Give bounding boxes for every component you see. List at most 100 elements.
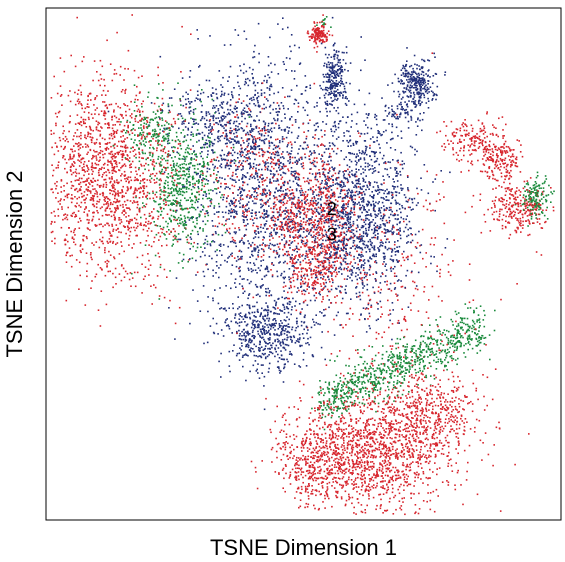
scatter-point xyxy=(334,94,336,97)
scatter-point xyxy=(400,483,402,486)
scatter-point xyxy=(273,322,276,325)
scatter-point xyxy=(524,205,527,207)
scatter-point xyxy=(286,303,289,305)
scatter-point xyxy=(188,259,190,261)
scatter-point xyxy=(255,127,258,129)
scatter-point xyxy=(232,122,235,125)
scatter-point xyxy=(393,181,395,183)
scatter-point xyxy=(423,349,425,351)
scatter-point xyxy=(376,215,379,217)
scatter-point xyxy=(322,121,324,123)
scatter-point xyxy=(498,421,500,424)
scatter-point xyxy=(296,278,299,281)
scatter-point xyxy=(231,255,233,257)
scatter-point xyxy=(257,363,259,365)
scatter-point xyxy=(369,257,371,260)
scatter-point xyxy=(150,135,153,138)
scatter-point xyxy=(355,513,357,515)
scatter-point xyxy=(330,92,332,95)
scatter-point xyxy=(356,444,358,446)
scatter-point xyxy=(425,429,427,432)
scatter-point xyxy=(287,130,290,132)
scatter-point xyxy=(456,334,458,337)
scatter-point xyxy=(226,318,228,320)
scatter-point xyxy=(328,69,331,71)
scatter-point xyxy=(310,234,312,237)
scatter-point xyxy=(221,149,223,152)
scatter-point xyxy=(332,70,334,72)
scatter-point xyxy=(338,468,340,471)
scatter-point xyxy=(86,270,88,272)
scatter-point xyxy=(333,53,336,56)
scatter-point xyxy=(314,178,317,181)
scatter-point xyxy=(392,370,394,373)
scatter-point xyxy=(327,207,329,209)
scatter-point xyxy=(263,134,266,137)
scatter-point xyxy=(280,272,283,275)
scatter-point xyxy=(97,129,100,132)
scatter-point xyxy=(359,233,361,236)
scatter-point xyxy=(266,314,269,317)
scatter-point xyxy=(182,258,185,261)
scatter-point xyxy=(65,299,68,302)
scatter-point xyxy=(279,206,282,208)
scatter-point xyxy=(318,391,320,393)
scatter-point xyxy=(370,432,372,434)
scatter-point xyxy=(189,89,192,91)
scatter-point xyxy=(300,285,303,288)
scatter-point xyxy=(317,323,319,325)
scatter-point xyxy=(122,210,124,212)
scatter-point xyxy=(526,206,529,209)
scatter-point xyxy=(326,182,328,184)
scatter-point xyxy=(405,473,408,476)
scatter-point xyxy=(406,79,408,81)
scatter-point xyxy=(220,307,223,309)
scatter-point xyxy=(372,389,375,391)
scatter-point xyxy=(517,209,519,211)
scatter-point xyxy=(264,357,267,360)
scatter-point xyxy=(508,203,510,206)
scatter-point xyxy=(242,221,245,223)
scatter-point xyxy=(381,97,383,99)
scatter-point xyxy=(284,222,287,225)
scatter-point xyxy=(195,134,198,136)
scatter-point xyxy=(228,202,231,205)
scatter-point xyxy=(220,106,223,108)
scatter-point xyxy=(62,148,65,150)
scatter-point xyxy=(96,195,99,198)
scatter-point xyxy=(168,97,171,99)
scatter-point xyxy=(238,94,240,96)
scatter-point xyxy=(235,286,237,288)
scatter-point xyxy=(225,124,227,127)
scatter-point xyxy=(161,104,163,106)
scatter-point xyxy=(191,257,194,260)
scatter-point xyxy=(441,340,443,343)
scatter-point xyxy=(210,128,212,131)
scatter-point xyxy=(387,381,389,383)
scatter-point xyxy=(123,214,125,216)
scatter-point xyxy=(309,248,311,251)
scatter-point xyxy=(511,160,513,162)
scatter-point xyxy=(396,407,398,410)
scatter-point xyxy=(163,171,166,173)
scatter-point xyxy=(433,359,435,362)
scatter-point xyxy=(379,224,382,226)
scatter-point xyxy=(238,306,241,308)
scatter-point xyxy=(340,188,343,191)
scatter-point xyxy=(289,158,291,161)
scatter-point xyxy=(317,420,320,422)
scatter-point xyxy=(160,228,162,230)
scatter-point xyxy=(370,150,373,153)
scatter-point xyxy=(470,400,472,403)
scatter-point xyxy=(316,253,319,256)
scatter-point xyxy=(209,325,212,327)
scatter-point xyxy=(421,378,423,381)
scatter-point xyxy=(284,213,286,215)
scatter-point xyxy=(329,271,332,273)
scatter-point xyxy=(142,179,144,182)
scatter-point xyxy=(159,161,162,163)
scatter-point xyxy=(282,182,284,184)
scatter-point xyxy=(372,479,375,482)
scatter-point xyxy=(350,216,352,218)
scatter-point xyxy=(351,152,353,155)
